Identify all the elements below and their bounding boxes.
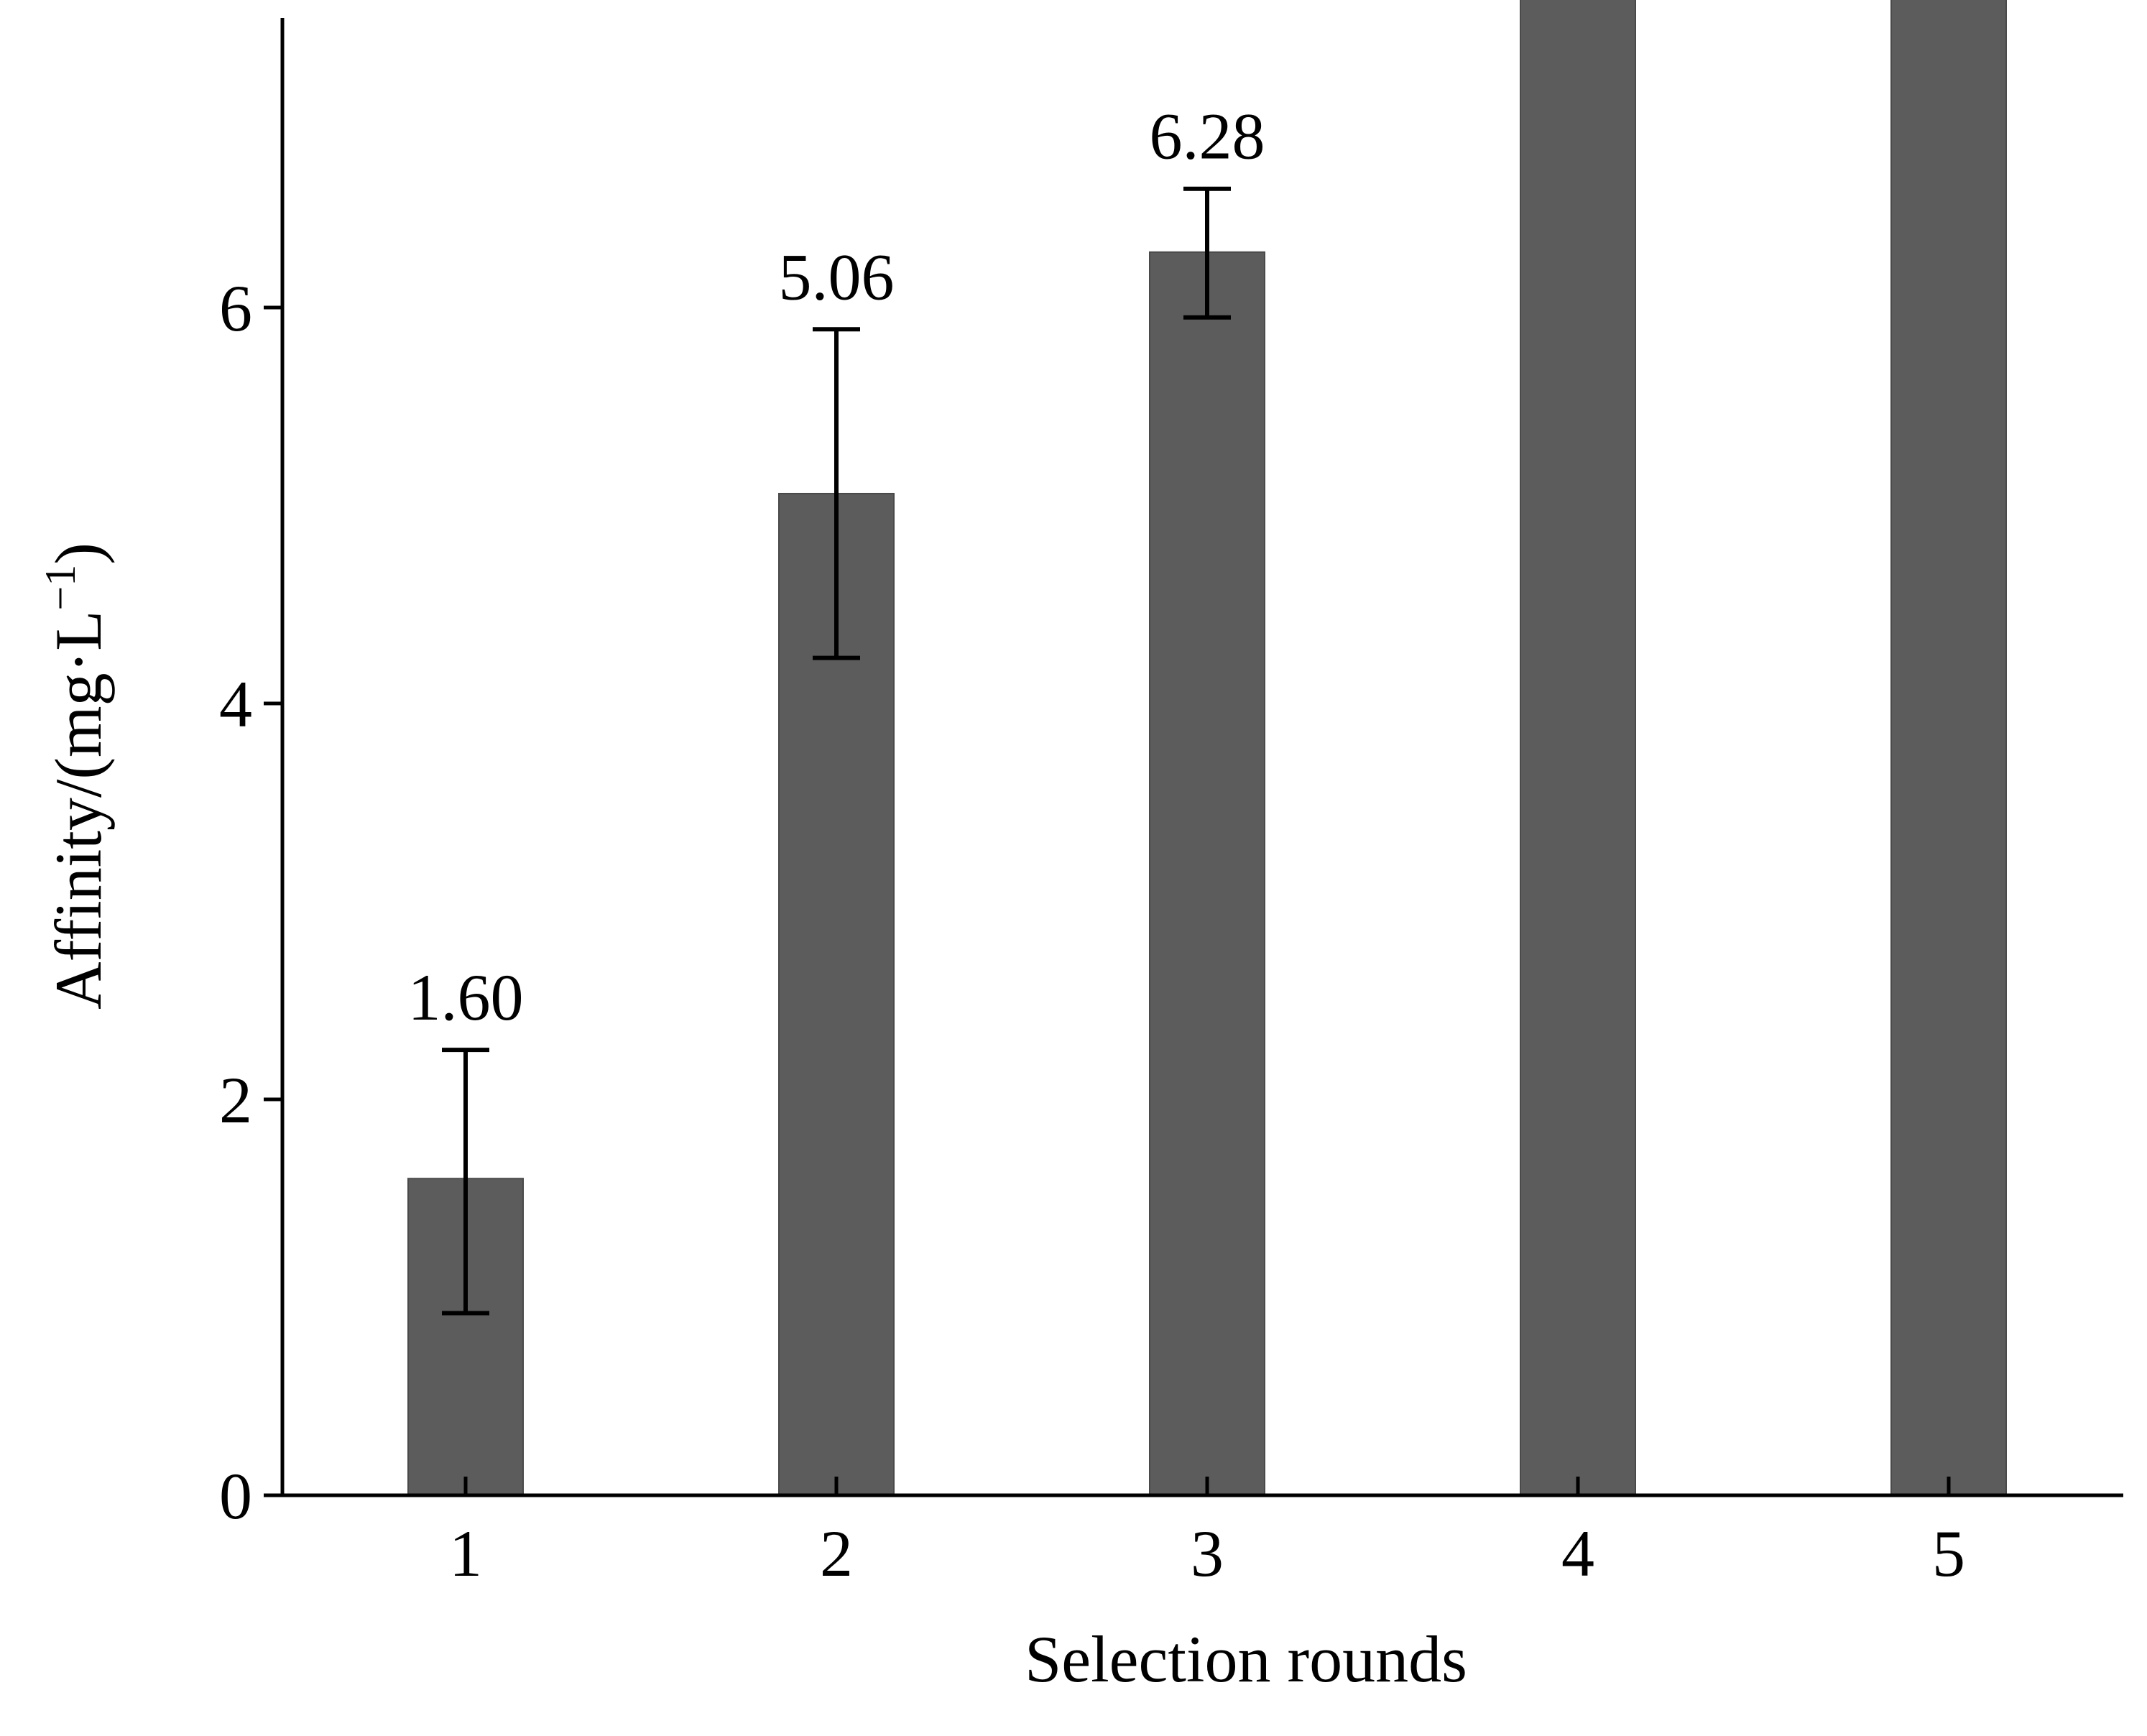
y-axis-title: Affinity/(mg·L−1): [37, 542, 115, 1010]
bar: [1149, 251, 1265, 1496]
x-axis-title: Selection rounds: [1025, 1622, 1467, 1696]
x-axis-ticks: 1 2 3 4 5: [449, 1477, 1965, 1590]
y-axis-title-close: ): [42, 542, 115, 565]
bar: [1520, 0, 1636, 1497]
error-bars: [442, 186, 1231, 1316]
data-label: 6.28: [1150, 100, 1265, 173]
data-labels: 1.605.066.289.6812.03: [408, 100, 1265, 1034]
y-tick-label: 4: [219, 668, 252, 741]
data-label: 5.06: [779, 240, 895, 313]
x-tick-label: 2: [820, 1517, 853, 1590]
y-axis-title-superscript: −1: [37, 565, 84, 611]
y-axis-ticks: 02468101214: [219, 272, 282, 1533]
bar: [1890, 0, 2007, 1496]
y-tick-label: 2: [219, 1063, 252, 1137]
y-tick-label: 6: [219, 272, 252, 345]
data-label: 1.60: [408, 961, 524, 1034]
x-tick-label: 4: [1561, 1517, 1594, 1590]
x-tick-label: 1: [449, 1517, 482, 1590]
y-axis-title-main: Affinity/(mg·L: [42, 611, 115, 1010]
x-tick-label: 3: [1191, 1517, 1224, 1590]
x-tick-label: 5: [1932, 1517, 1965, 1590]
y-tick-label: 0: [219, 1459, 252, 1533]
